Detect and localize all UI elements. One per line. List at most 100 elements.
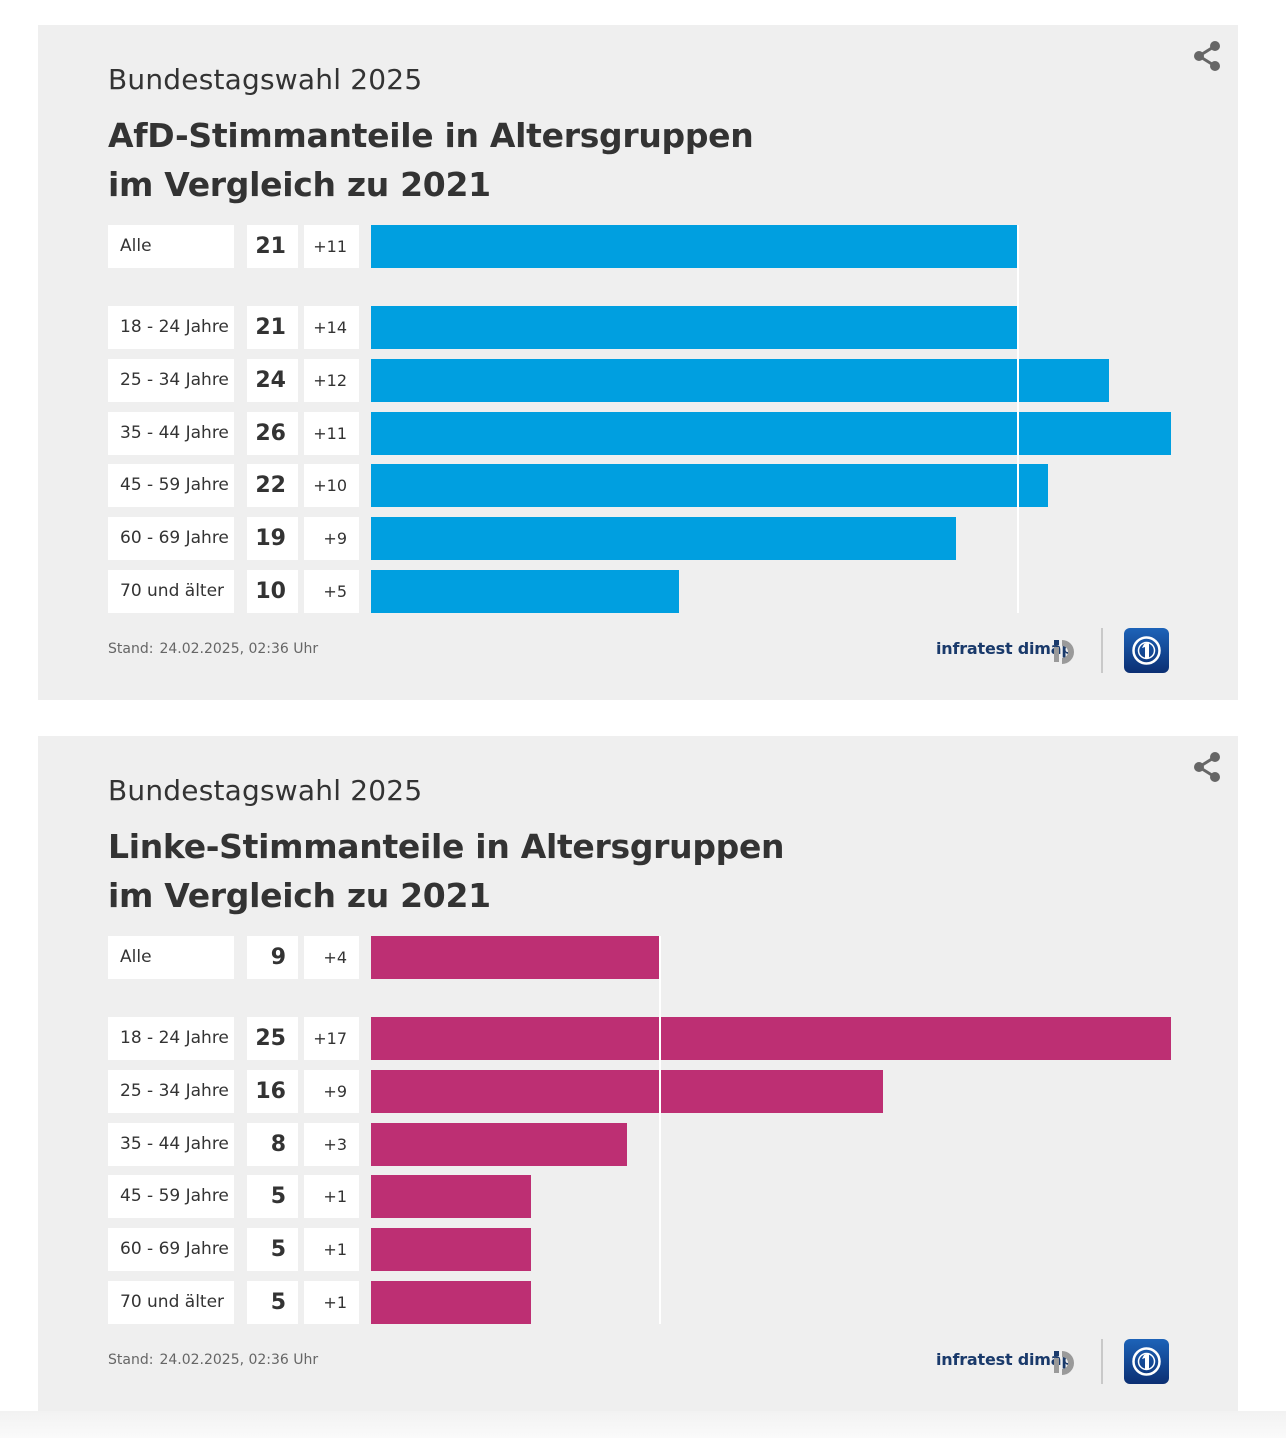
bar-row: 45 - 59 Jahre 22 +10 <box>108 464 1208 507</box>
change-label: +1 <box>304 1281 359 1324</box>
bar-row: 25 - 34 Jahre 24 +12 <box>108 359 1208 402</box>
change-label: +14 <box>304 306 359 349</box>
bar-row: 18 - 24 Jahre 25 +17 <box>108 1017 1208 1060</box>
chart-title-line1: Linke-Stimmanteile in Altersgruppen <box>108 827 785 866</box>
change-label: +1 <box>304 1228 359 1271</box>
category-label: Alle <box>108 225 234 268</box>
chart-panel-linke: Bundestagswahl 2025 Linke-Stimmanteile i… <box>38 736 1238 1411</box>
tagesschau-logo-icon <box>1124 628 1169 673</box>
bar <box>371 412 1171 455</box>
bar <box>371 359 1109 402</box>
change-label: +9 <box>304 517 359 560</box>
bar-row: 70 und älter 10 +5 <box>108 570 1208 613</box>
category-label: 25 - 34 Jahre <box>108 1070 234 1113</box>
bar-row: Alle 21 +11 <box>108 225 1208 268</box>
category-label: 35 - 44 Jahre <box>108 412 234 455</box>
bar-rows: Alle 9 +4 18 - 24 Jahre 25 +17 25 - 34 Jahre 16… <box>108 936 1208 1336</box>
category-label: 70 und älter <box>108 1281 234 1324</box>
stand-timestamp: Stand: 24.02.2025, 02:36 Uhr <box>108 641 318 657</box>
value-label: 16 <box>247 1070 298 1113</box>
value-label: 9 <box>247 936 298 979</box>
change-label: +5 <box>304 570 359 613</box>
category-label: 70 und älter <box>108 570 234 613</box>
reference-line <box>659 936 661 1324</box>
category-label: Alle <box>108 936 234 979</box>
change-label: +11 <box>304 225 359 268</box>
change-label: +4 <box>304 936 359 979</box>
bar <box>371 464 1048 507</box>
change-label: +10 <box>304 464 359 507</box>
chart-overline: Bundestagswahl 2025 <box>108 63 423 96</box>
bar-row: 25 - 34 Jahre 16 +9 <box>108 1070 1208 1113</box>
bar-row: 35 - 44 Jahre 8 +3 <box>108 1123 1208 1166</box>
bar <box>371 225 1017 268</box>
bar <box>371 1017 1171 1060</box>
bar <box>371 1123 627 1166</box>
bar-row: 60 - 69 Jahre 5 +1 <box>108 1228 1208 1271</box>
bar-row: 18 - 24 Jahre 21 +14 <box>108 306 1208 349</box>
stand-label: Stand: <box>108 641 154 657</box>
bar-row: 45 - 59 Jahre 5 +1 <box>108 1175 1208 1218</box>
value-label: 5 <box>247 1228 298 1271</box>
change-label: +17 <box>304 1017 359 1060</box>
bar <box>371 306 1017 349</box>
category-label: 35 - 44 Jahre <box>108 1123 234 1166</box>
bar <box>371 936 659 979</box>
chart-title-line1: AfD-Stimmanteile in Altersgruppen <box>108 116 754 155</box>
stand-date: 24.02.2025, 02:36 Uhr <box>159 1352 319 1368</box>
change-label: +1 <box>304 1175 359 1218</box>
stand-timestamp: Stand: 24.02.2025, 02:36 Uhr <box>108 1352 318 1368</box>
value-label: 21 <box>247 306 298 349</box>
chart-overline: Bundestagswahl 2025 <box>108 774 423 807</box>
bar-rows: Alle 21 +11 18 - 24 Jahre 21 +14 25 - 34 Jahre… <box>108 225 1208 625</box>
reference-line <box>1017 225 1019 613</box>
bar-row: 35 - 44 Jahre 26 +11 <box>108 412 1208 455</box>
value-label: 5 <box>247 1175 298 1218</box>
bar-row: 60 - 69 Jahre 19 +9 <box>108 517 1208 560</box>
logo-divider <box>1101 1339 1103 1384</box>
category-label: 60 - 69 Jahre <box>108 517 234 560</box>
share-icon[interactable] <box>1190 39 1224 73</box>
bar <box>371 570 679 613</box>
category-label: 45 - 59 Jahre <box>108 464 234 507</box>
category-label: 25 - 34 Jahre <box>108 359 234 402</box>
category-label: 45 - 59 Jahre <box>108 1175 234 1218</box>
bar <box>371 1281 531 1324</box>
stand-label: Stand: <box>108 1352 154 1368</box>
chart-panel-afd: Bundestagswahl 2025 AfD-Stimmanteile in … <box>38 25 1238 700</box>
chart-title-line2: im Vergleich zu 2021 <box>108 876 491 915</box>
category-label: 60 - 69 Jahre <box>108 1228 234 1271</box>
infratest-dimap-logo-icon <box>1052 637 1082 667</box>
source-label: infratest dimap <box>936 1350 1073 1369</box>
bar-row: Alle 9 +4 <box>108 936 1208 979</box>
bar-row: 70 und älter 5 +1 <box>108 1281 1208 1324</box>
tagesschau-logo-icon <box>1124 1339 1169 1384</box>
infratest-dimap-logo-icon <box>1052 1348 1082 1378</box>
category-label: 18 - 24 Jahre <box>108 306 234 349</box>
chart-title-line2: im Vergleich zu 2021 <box>108 165 491 204</box>
value-label: 8 <box>247 1123 298 1166</box>
share-icon[interactable] <box>1190 750 1224 784</box>
value-label: 5 <box>247 1281 298 1324</box>
change-label: +9 <box>304 1070 359 1113</box>
chart-title: Linke-Stimmanteile in Altersgruppen im V… <box>108 822 785 920</box>
value-label: 10 <box>247 570 298 613</box>
value-label: 26 <box>247 412 298 455</box>
bar <box>371 1175 531 1218</box>
chart-title: AfD-Stimmanteile in Altersgruppen im Ver… <box>108 111 754 209</box>
value-label: 22 <box>247 464 298 507</box>
value-label: 24 <box>247 359 298 402</box>
value-label: 21 <box>247 225 298 268</box>
stand-date: 24.02.2025, 02:36 Uhr <box>159 641 319 657</box>
change-label: +3 <box>304 1123 359 1166</box>
bar <box>371 1070 883 1113</box>
category-label: 18 - 24 Jahre <box>108 1017 234 1060</box>
logo-divider <box>1101 628 1103 673</box>
change-label: +12 <box>304 359 359 402</box>
change-label: +11 <box>304 412 359 455</box>
page-bottom-fade <box>0 1411 1286 1438</box>
value-label: 19 <box>247 517 298 560</box>
bar <box>371 1228 531 1271</box>
source-label: infratest dimap <box>936 639 1073 658</box>
value-label: 25 <box>247 1017 298 1060</box>
